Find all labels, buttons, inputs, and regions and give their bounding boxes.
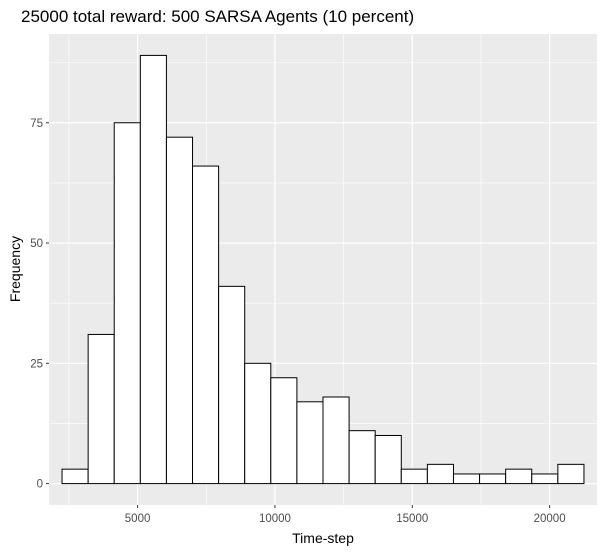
y-tick-label-3: 75 <box>30 118 43 130</box>
y-axis-title: Frequency <box>7 236 23 302</box>
histogram-bar-17 <box>505 468 533 485</box>
x-tick-label-1: 10000 <box>259 513 291 525</box>
histogram-bar-2 <box>113 122 141 485</box>
histogram-bar-3 <box>139 54 167 485</box>
histogram-bar-8 <box>270 377 298 485</box>
chart-title: 25000 total reward: 500 SARSA Agents (10… <box>21 7 414 26</box>
histogram-bar-10 <box>322 396 350 485</box>
x-tick-label-2: 15000 <box>396 513 428 525</box>
x-axis-ticks: 5000 10000 15000 20000 <box>125 505 566 525</box>
y-tick-label-1: 25 <box>30 358 43 370</box>
y-tick-label-2: 50 <box>30 238 43 250</box>
histogram-bar-18 <box>531 473 559 485</box>
histogram-bar-7 <box>244 362 272 485</box>
histogram-bar-12 <box>374 434 402 485</box>
histogram-bar-6 <box>218 285 246 485</box>
x-axis-title: Time-step <box>292 530 354 546</box>
y-tick-label-0: 0 <box>37 479 43 491</box>
histogram-bar-9 <box>296 401 324 485</box>
histogram-bar-11 <box>348 430 376 485</box>
histogram-bar-15 <box>452 473 481 485</box>
histogram-bar-0 <box>61 468 89 485</box>
histogram-bar-14 <box>426 463 454 485</box>
histogram-bar-5 <box>192 165 220 485</box>
histogram-bars <box>61 54 585 485</box>
histogram-bar-16 <box>479 473 507 485</box>
histogram-bar-13 <box>400 468 428 485</box>
histogram-bar-4 <box>165 136 194 485</box>
histogram-bar-1 <box>87 333 115 485</box>
histogram-bar-19 <box>557 463 585 485</box>
x-tick-label-3: 20000 <box>534 513 566 525</box>
x-tick-label-0: 5000 <box>125 513 151 525</box>
y-axis-ticks: 0 25 50 75 <box>30 118 49 491</box>
